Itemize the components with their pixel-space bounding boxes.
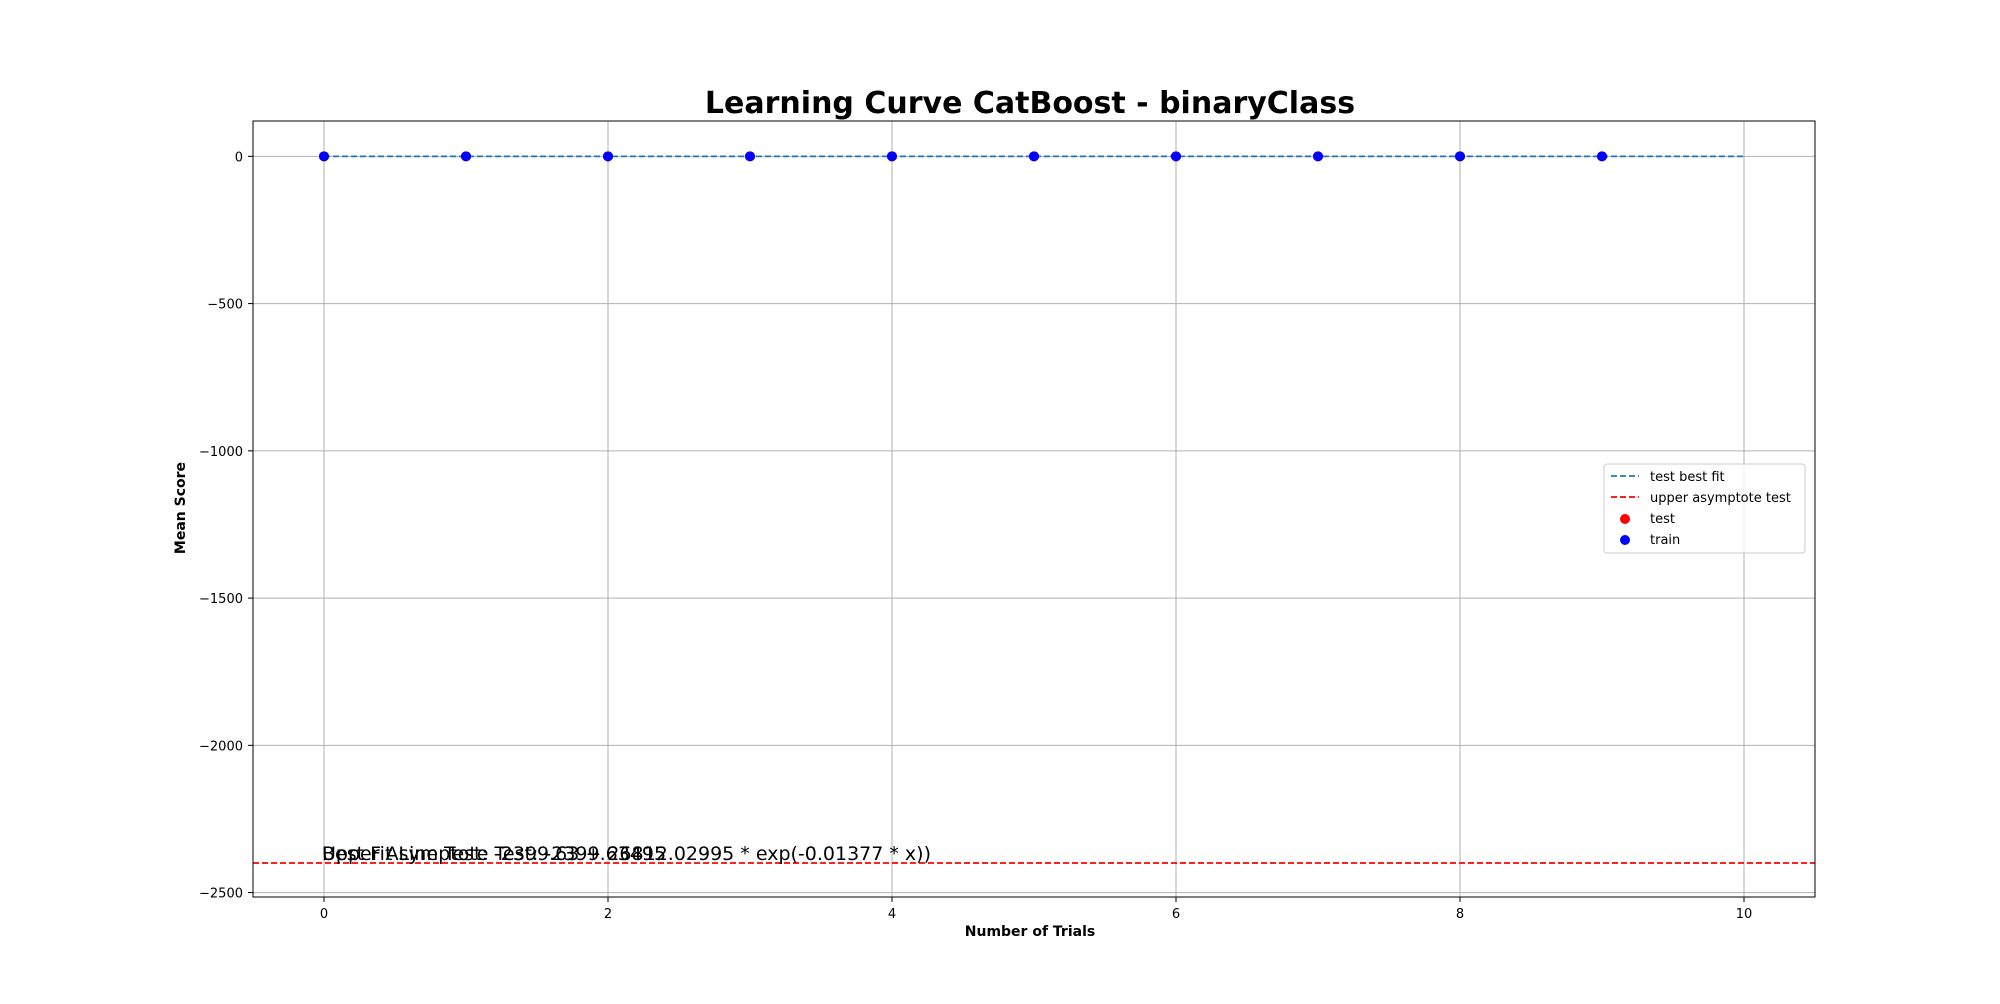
- legend-label-upper-asymptote-test: upper asymptote test: [1650, 491, 1791, 506]
- x-tick-label: 8: [1456, 907, 1464, 922]
- chart-title: Learning Curve CatBoost - binaryClass: [705, 86, 1355, 121]
- x-tick-label: 6: [1172, 907, 1180, 922]
- train-point: [1597, 151, 1607, 162]
- best-fit-equation-annotation: Best Fit Line Test: -2399.63 + 26812.029…: [322, 843, 931, 865]
- legend-swatch-train: [1620, 535, 1630, 545]
- train-point: [1313, 151, 1323, 162]
- train-point: [745, 151, 755, 162]
- y-tick-label: −1000: [199, 445, 243, 460]
- y-tick-label: −500: [207, 298, 243, 313]
- train-point: [1029, 151, 1039, 162]
- train-point: [1171, 151, 1181, 162]
- legend-label-test: test: [1650, 512, 1675, 527]
- y-tick-label: −2000: [199, 739, 243, 754]
- plot-frame: [252, 120, 1816, 898]
- series-layer: [253, 151, 1815, 864]
- legend: test best fit upper asymptote test test …: [1603, 463, 1806, 554]
- train-point: [887, 151, 897, 162]
- upper-asymptote-annotation: Upper Asymptote Test: -2399.63495: [322, 843, 666, 865]
- x-tick-label: 10: [1736, 907, 1753, 922]
- y-tick-label: −2500: [199, 887, 243, 902]
- x-axis-label: Number of Trials: [965, 924, 1095, 940]
- legend-label-train: train: [1650, 533, 1680, 548]
- y-tick-label: −1500: [199, 592, 243, 607]
- legend-box: [1603, 463, 1806, 554]
- x-tick-label: 2: [604, 907, 612, 922]
- train-point: [461, 151, 471, 162]
- ticks: 0 2 4 6 8 10 0 −500 −1000 −1500 −2000 −2500: [199, 150, 1752, 922]
- train-point: [603, 151, 613, 162]
- x-tick-label: 4: [888, 907, 896, 922]
- legend-swatch-test: [1620, 514, 1630, 524]
- grid: [253, 121, 1815, 897]
- train-point: [319, 151, 329, 162]
- legend-label-test-best-fit: test best fit: [1650, 470, 1725, 485]
- x-tick-label: 0: [320, 907, 328, 922]
- y-tick-label: 0: [235, 150, 243, 165]
- y-axis-label: Mean Score: [173, 462, 189, 554]
- train-point: [1455, 151, 1465, 162]
